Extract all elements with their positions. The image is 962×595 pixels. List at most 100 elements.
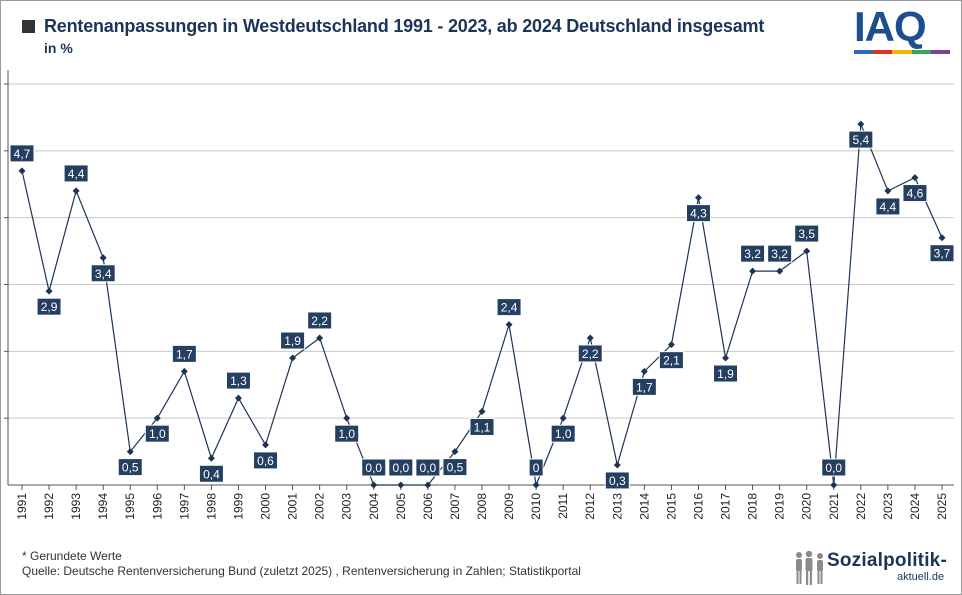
data-label-box: [90, 264, 116, 283]
data-label: 0,0: [415, 458, 441, 477]
data-label-box: [604, 471, 630, 490]
x-tick-label: 2012: [583, 493, 597, 520]
data-point: [72, 187, 80, 195]
data-label-box: [794, 224, 820, 243]
data-label-text: 0,5: [122, 461, 139, 475]
logo-text: IAQ: [854, 3, 927, 50]
data-point: [532, 481, 540, 489]
data-label-text: 2,4: [501, 301, 518, 315]
people-silhouette-icon: [796, 550, 823, 585]
data-label-box: [253, 451, 279, 470]
data-label-box: [528, 458, 544, 477]
x-tick-label: 2000: [259, 493, 273, 520]
data-label-box: [117, 458, 143, 477]
x-tick-label: 2005: [394, 493, 408, 520]
data-label: 4,6: [902, 184, 928, 203]
data-label-box: [9, 144, 35, 163]
x-tick-label: 2024: [908, 493, 922, 520]
data-label-box: [469, 417, 495, 436]
x-tick-label: 1999: [231, 493, 245, 520]
data-label-box: [929, 244, 955, 263]
grid-lines: [8, 83, 954, 419]
data-label: 1,1: [469, 417, 495, 436]
data-label-text: 3,7: [934, 247, 951, 261]
data-label: 2,2: [577, 344, 603, 363]
data-label-box: [875, 197, 901, 216]
x-tick-label: 1992: [42, 493, 56, 520]
x-tick-label: 2006: [421, 493, 435, 520]
footnote-source: Quelle: Deutsche Rentenversicherung Bund…: [22, 564, 581, 578]
data-label-box: [280, 331, 306, 350]
data-label: 1,0: [144, 424, 170, 443]
x-tick-label: 1996: [150, 493, 164, 520]
data-point: [316, 334, 324, 342]
data-label-text: 2,2: [311, 314, 328, 328]
x-tick-label: 1997: [177, 493, 191, 520]
data-label-box: [821, 458, 847, 477]
axes: [4, 70, 954, 490]
data-label: 2,1: [658, 351, 684, 370]
x-tick-label: 1993: [69, 493, 83, 520]
data-markers: [18, 120, 946, 489]
data-label-text: 0,3: [609, 474, 626, 488]
data-label-text: 2,2: [582, 347, 599, 361]
data-label: 0,5: [117, 458, 143, 477]
data-label: 3,7: [929, 244, 955, 263]
footnote: * Gerundete Werte Quelle: Deutsche Rente…: [22, 549, 581, 579]
line-chart: 4,7 2,9 4,4 3,4 0,5 1,0 1,7 0,4 1,3 0,6 1,9 2,2 1,0 0…: [4, 70, 955, 520]
data-label-box: [415, 458, 441, 477]
data-label-box: [685, 204, 711, 223]
data-label-text: 0,5: [447, 461, 464, 475]
data-point: [803, 247, 811, 255]
data-label-box: [36, 297, 62, 316]
x-tick-label: 2018: [746, 493, 760, 520]
data-label: 0,0: [361, 458, 387, 477]
data-point: [559, 414, 567, 422]
x-tick-label: 2019: [773, 493, 787, 520]
data-label-box: [740, 244, 766, 263]
data-label: 4,4: [875, 197, 901, 216]
data-label: 1,7: [171, 344, 197, 363]
data-point: [722, 354, 730, 362]
data-label: 1,0: [334, 424, 360, 443]
data-label: 2,4: [496, 298, 522, 317]
data-label: 5,4: [848, 130, 874, 149]
data-label: 4,4: [63, 164, 89, 183]
data-label-text: 1,0: [555, 427, 572, 441]
data-point: [234, 394, 242, 402]
x-tick-labels: 1991 1992 1993 1994 1995 1996 1997 1998 1999 2000…: [15, 493, 949, 520]
data-label: 4,7: [9, 144, 35, 163]
data-label: 2,9: [36, 297, 62, 316]
data-label: 1,0: [550, 424, 576, 443]
data-label-box: [767, 244, 793, 263]
data-point: [776, 267, 784, 275]
data-point: [857, 120, 865, 128]
data-point: [938, 234, 946, 242]
data-label-box: [334, 424, 360, 443]
data-point: [45, 287, 53, 295]
data-label: 0: [528, 458, 544, 477]
x-tick-label: 2017: [719, 493, 733, 520]
x-tick-label: 1994: [96, 493, 110, 520]
data-point: [884, 187, 892, 195]
iaq-logo: IAQ: [854, 6, 952, 60]
x-tick-label: 2008: [475, 493, 489, 520]
data-label-text: 1,7: [176, 347, 193, 361]
data-label: 1,7: [631, 377, 657, 396]
x-tick-label: 2010: [529, 493, 543, 520]
data-label-text: 0,0: [365, 461, 382, 475]
data-point: [911, 174, 919, 182]
title-bullet: [22, 20, 35, 33]
data-point: [694, 194, 702, 202]
data-label-text: 0: [533, 461, 540, 475]
data-label-text: 1,1: [474, 420, 491, 434]
data-label-text: 3,4: [95, 267, 112, 281]
data-label-text: 4,3: [690, 207, 707, 221]
data-label-box: [658, 351, 684, 370]
data-point: [451, 448, 459, 456]
data-labels: 4,7 2,9 4,4 3,4 0,5 1,0 1,7 0,4 1,3 0,6 1,9 2,2 1,0 0…: [9, 130, 955, 490]
data-point: [262, 441, 270, 449]
logo-color-bar: [854, 50, 951, 54]
data-label: 1,9: [280, 331, 306, 350]
